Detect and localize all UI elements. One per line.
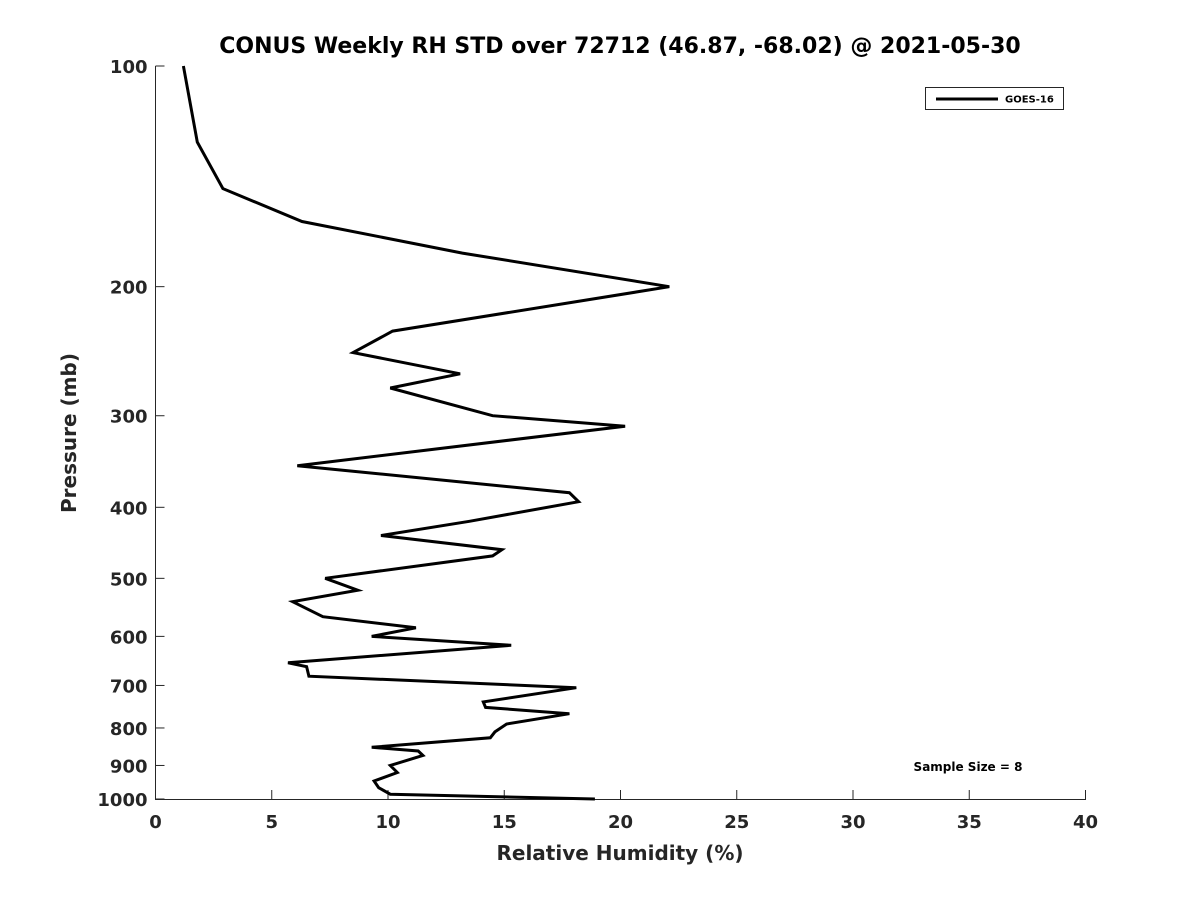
- x-axis-label: Relative Humidity (%): [496, 841, 743, 865]
- sample-size-annotation: Sample Size = 8: [914, 760, 1023, 774]
- y-tick-label: 200: [110, 278, 148, 299]
- series-line-goes-16: [181, 65, 670, 801]
- x-tick-label: 20: [608, 812, 633, 833]
- chart-title: CONUS Weekly RH STD over 72712 (46.87, -…: [219, 34, 1020, 59]
- y-tick-label: 500: [110, 569, 148, 590]
- x-tick-label: 10: [375, 812, 400, 833]
- x-tick-label: 35: [957, 812, 982, 833]
- x-tick-label: 30: [840, 812, 865, 833]
- y-tick-label: 800: [110, 719, 148, 740]
- legend: GOES-16: [925, 87, 1064, 110]
- legend-label-goes-16: GOES-16: [1005, 95, 1054, 106]
- y-tick-label: 700: [110, 676, 148, 697]
- y-axis-label: Pressure (mb): [57, 353, 81, 513]
- y-tick-label: 400: [110, 498, 148, 519]
- y-tick-label: 600: [110, 627, 148, 648]
- x-tick-label: 0: [149, 812, 162, 833]
- x-tick-label: 25: [724, 812, 749, 833]
- y-tick-label: 300: [110, 407, 148, 428]
- y-tick-label: 1000: [97, 790, 147, 811]
- plot-area: [155, 66, 1086, 800]
- x-tick-label: 15: [492, 812, 517, 833]
- y-tick-label: 100: [110, 57, 148, 78]
- x-tick-label: 5: [265, 812, 278, 833]
- y-tick-label: 900: [110, 756, 148, 777]
- x-tick-label: 40: [1073, 812, 1098, 833]
